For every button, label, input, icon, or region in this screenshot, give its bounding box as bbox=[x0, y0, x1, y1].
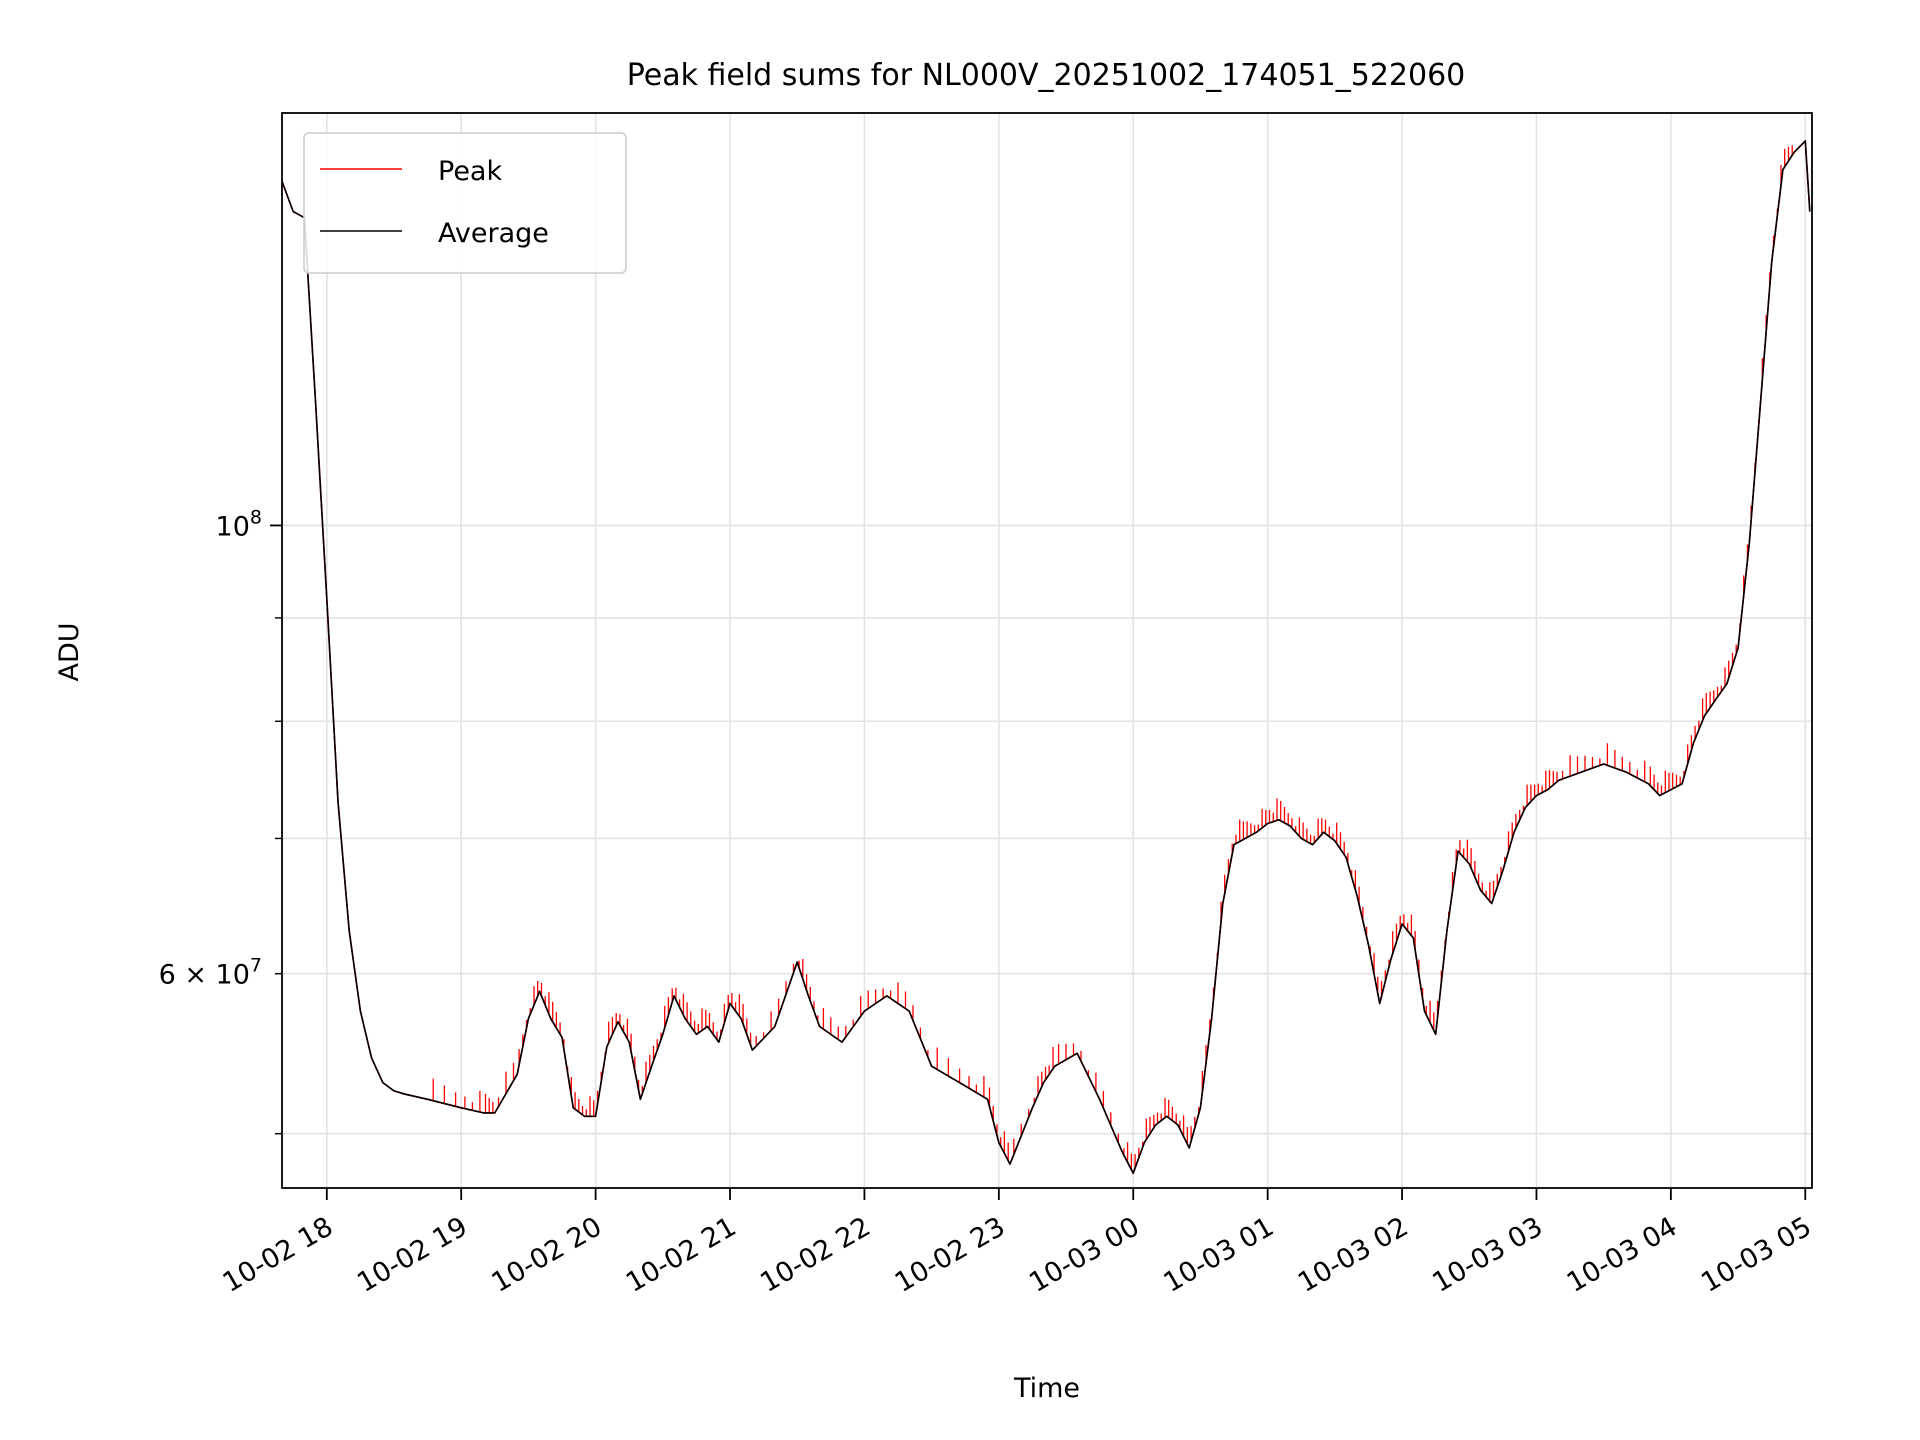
y-axis-label: ADU bbox=[54, 622, 85, 681]
series-line-average bbox=[281, 140, 1811, 1174]
grid-layer bbox=[282, 113, 1812, 1188]
legend: Peak Average bbox=[303, 132, 627, 274]
y-tick-label: 108 bbox=[216, 506, 262, 542]
legend-label-peak: Peak bbox=[438, 156, 502, 187]
legend-label-average: Average bbox=[438, 218, 549, 249]
y-tick-label: 6 × 107 bbox=[159, 955, 262, 991]
x-axis-label: Time bbox=[1013, 1373, 1080, 1404]
legend-box bbox=[303, 132, 627, 274]
plot-frame bbox=[281, 112, 1813, 1189]
series-layer bbox=[281, 140, 1811, 1174]
chart-title: Peak field sums for NL000V_20251002_1740… bbox=[627, 58, 1466, 93]
